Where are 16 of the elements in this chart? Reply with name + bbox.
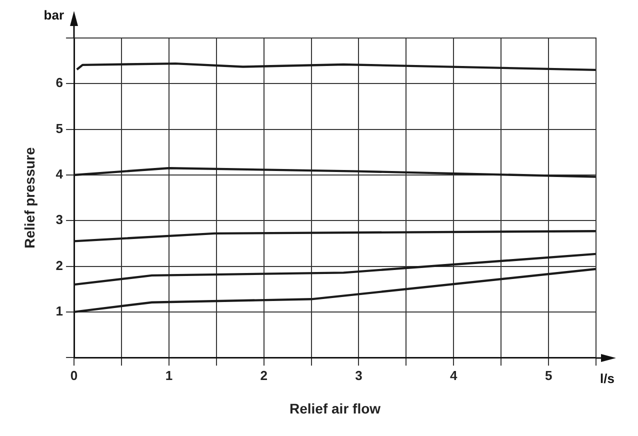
y-tick-label: 1 — [56, 304, 64, 319]
y-tick-label: 5 — [56, 120, 64, 136]
y-axis-title: Relief pressure — [21, 147, 38, 248]
text: l/s — [600, 371, 614, 386]
y-tick-label: 6 — [56, 75, 64, 90]
y-tick-label: 4 — [56, 166, 64, 182]
x-tick-label: 1 — [165, 368, 173, 383]
y-tick-label: 2 — [56, 258, 64, 273]
x-tick-label: 3 — [355, 368, 362, 383]
x-tick-label: 2 — [260, 368, 268, 383]
x-axis-title: Relief air flow — [290, 400, 381, 416]
x-tick-label: 4 — [450, 368, 458, 383]
y-tick-label: 3 — [56, 212, 64, 228]
x-tick-label: 5 — [544, 368, 552, 383]
text: bar — [44, 8, 64, 23]
x-tick-label: 0 — [70, 368, 78, 383]
